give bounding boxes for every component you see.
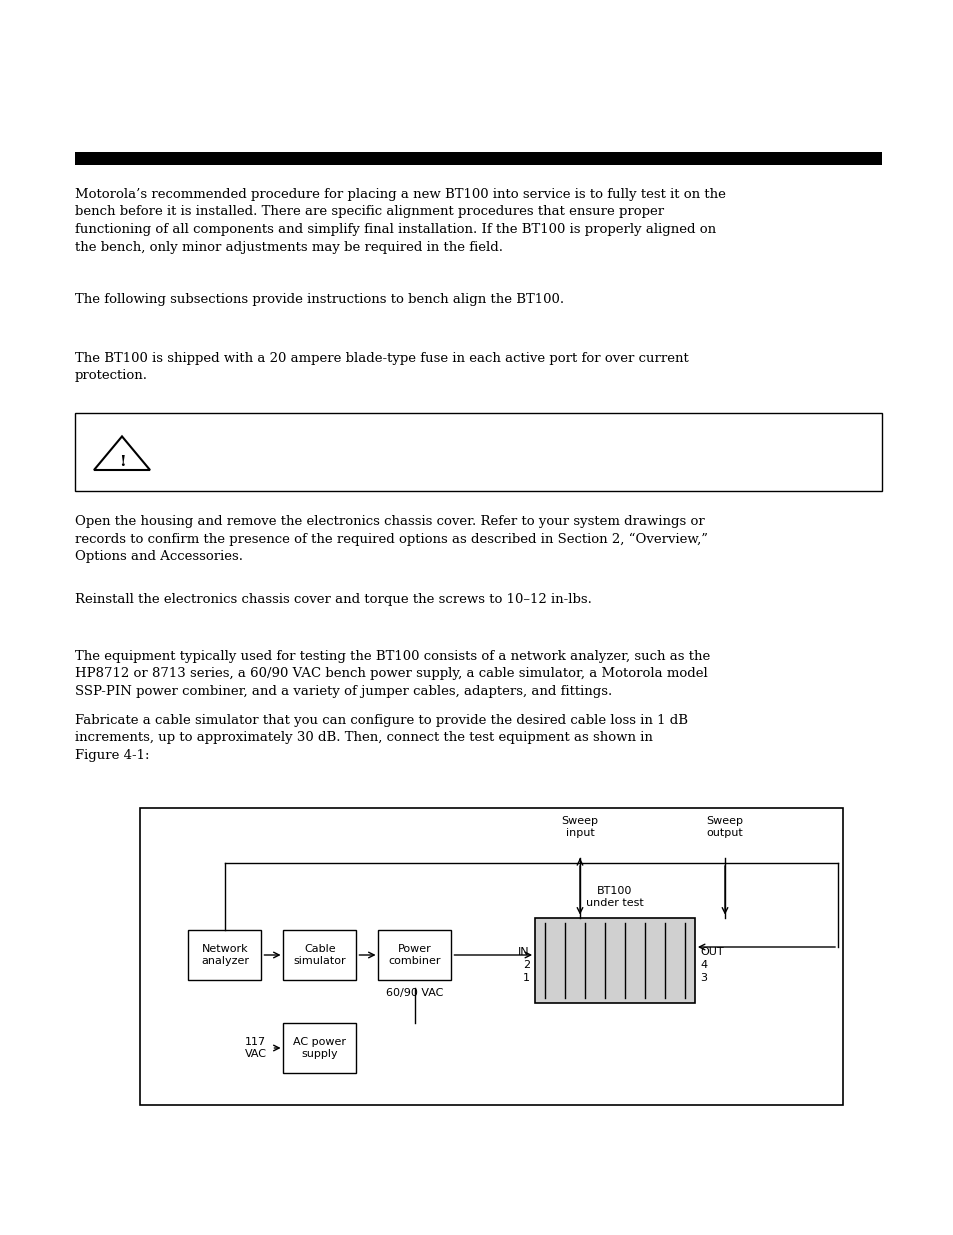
Text: BT100
under test: BT100 under test xyxy=(585,885,643,908)
Text: OUT: OUT xyxy=(700,947,723,957)
Text: Sweep
output: Sweep output xyxy=(706,816,742,837)
Text: The BT100 is shipped with a 20 ampere blade-type fuse in each active port for ov: The BT100 is shipped with a 20 ampere bl… xyxy=(75,352,688,383)
Bar xyxy=(283,1023,356,1073)
Text: Network
analyzer: Network analyzer xyxy=(201,945,249,966)
Text: Cable
simulator: Cable simulator xyxy=(294,945,346,966)
Text: 4: 4 xyxy=(700,960,706,969)
Text: 117
VAC: 117 VAC xyxy=(244,1037,266,1058)
Text: The following subsections provide instructions to bench align the BT100.: The following subsections provide instru… xyxy=(75,293,563,306)
Text: IN: IN xyxy=(517,947,530,957)
Bar xyxy=(283,930,356,981)
Polygon shape xyxy=(94,436,150,471)
Text: Open the housing and remove the electronics chassis cover. Refer to your system : Open the housing and remove the electron… xyxy=(75,515,707,563)
Bar xyxy=(189,930,261,981)
Text: 3: 3 xyxy=(700,973,706,983)
Bar xyxy=(140,808,842,1105)
Bar xyxy=(75,152,882,165)
Text: The equipment typically used for testing the BT100 consists of a network analyze: The equipment typically used for testing… xyxy=(75,650,709,698)
Bar xyxy=(535,918,695,1003)
Text: 1: 1 xyxy=(522,973,530,983)
Bar xyxy=(75,412,882,492)
Text: 60/90 VAC: 60/90 VAC xyxy=(386,988,443,998)
Text: Fabricate a cable simulator that you can configure to provide the desired cable : Fabricate a cable simulator that you can… xyxy=(75,714,687,762)
Text: Power
combiner: Power combiner xyxy=(388,945,441,966)
Text: 2: 2 xyxy=(522,960,530,969)
Text: AC power
supply: AC power supply xyxy=(294,1037,346,1058)
Text: Sweep
input: Sweep input xyxy=(561,816,598,837)
Text: !: ! xyxy=(118,454,125,469)
Text: Motorola’s recommended procedure for placing a new BT100 into service is to full: Motorola’s recommended procedure for pla… xyxy=(75,188,725,253)
Text: Reinstall the electronics chassis cover and torque the screws to 10–12 in-lbs.: Reinstall the electronics chassis cover … xyxy=(75,593,591,606)
Bar xyxy=(378,930,451,981)
